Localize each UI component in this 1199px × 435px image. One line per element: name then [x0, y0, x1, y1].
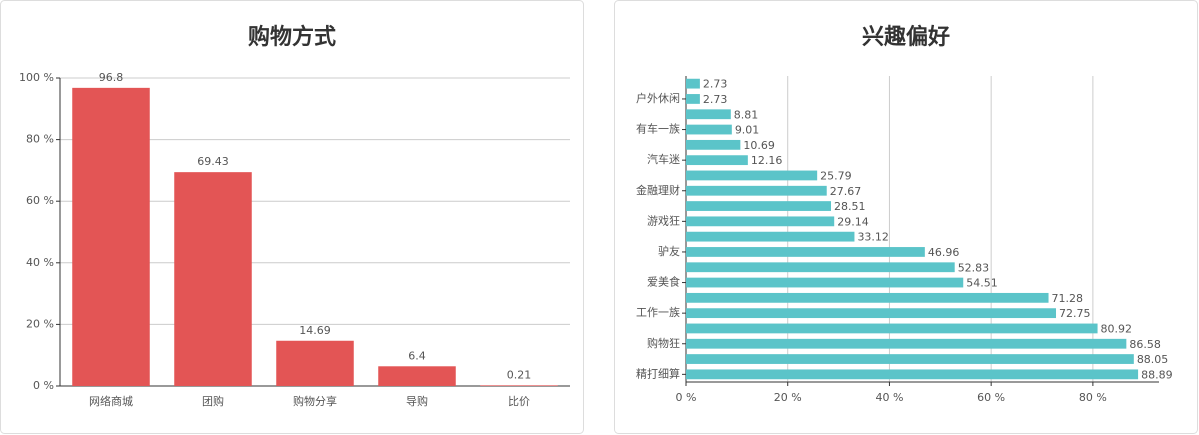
bar [686, 247, 925, 257]
bar [686, 216, 835, 227]
x-tick-label: 0 % [676, 391, 697, 404]
data-label: 46.96 [928, 246, 960, 259]
data-label: 33.12 [857, 231, 889, 244]
bar [686, 369, 1139, 380]
x-tick-label: 40 % [875, 391, 903, 404]
data-label: 96.8 [99, 71, 124, 84]
data-label: 14.69 [299, 324, 331, 337]
bar [686, 292, 1049, 303]
y-tick-label: 精打细算 [636, 366, 680, 380]
y-tick-label: 100 % [19, 71, 54, 84]
y-tick-label: 60 % [26, 194, 54, 207]
bar [686, 323, 1098, 334]
x-tick-label: 比价 [508, 395, 530, 408]
data-label: 27.67 [830, 185, 862, 198]
bar [480, 385, 558, 386]
data-label: 54.51 [966, 277, 998, 290]
y-tick-label: 0 % [33, 379, 54, 392]
x-tick-label: 导购 [406, 394, 428, 408]
data-label: 88.05 [1137, 353, 1169, 366]
data-label: 8.81 [734, 108, 759, 121]
data-label: 52.83 [958, 261, 990, 274]
data-label: 86.58 [1129, 338, 1161, 351]
x-tick-label: 20 % [774, 391, 802, 404]
data-label: 29.14 [837, 215, 869, 228]
data-label: 71.28 [1052, 292, 1084, 305]
bar [174, 172, 252, 386]
bar [686, 124, 732, 135]
y-tick-label: 购物狂 [647, 336, 680, 350]
y-tick-label: 40 % [26, 256, 54, 269]
chart-title: 兴趣偏好 [862, 24, 950, 50]
bar [686, 308, 1057, 319]
x-tick-label: 购物分享 [293, 394, 337, 408]
bar [686, 338, 1127, 349]
bar [686, 277, 964, 288]
data-label: 0.21 [507, 368, 532, 381]
bar [686, 354, 1134, 364]
y-tick-label: 工作一族 [636, 305, 680, 319]
bar [686, 155, 748, 166]
data-label: 69.43 [197, 155, 229, 168]
y-tick-label: 爱美食 [647, 275, 680, 289]
bar [378, 366, 456, 386]
data-label: 25.79 [820, 169, 852, 182]
y-tick-label: 驴友 [658, 244, 680, 258]
data-label: 12.16 [751, 154, 783, 167]
bar [686, 109, 731, 120]
y-tick-label: 户外休闲 [636, 91, 680, 105]
y-tick-label: 金融理财 [636, 183, 680, 197]
y-tick-label: 有车一族 [636, 122, 680, 136]
bar [686, 185, 827, 196]
x-tick-label: 80 % [1079, 391, 1107, 404]
data-label: 9.01 [735, 124, 760, 137]
bar [686, 139, 741, 150]
bar [686, 231, 855, 242]
x-tick-label: 网络商城 [89, 394, 133, 408]
y-tick-label: 游戏狂 [647, 214, 680, 227]
data-label: 88.89 [1141, 368, 1173, 381]
x-tick-label: 60 % [977, 391, 1005, 404]
bar [686, 201, 832, 211]
data-label: 28.51 [834, 200, 866, 213]
bar [276, 340, 354, 386]
y-tick-label: 80 % [26, 133, 54, 146]
bar [686, 170, 818, 181]
bar [686, 94, 700, 104]
bar [686, 78, 700, 89]
y-tick-label: 汽车迷 [647, 152, 680, 166]
bar [72, 87, 150, 386]
data-label: 10.69 [743, 139, 775, 152]
data-label: 6.4 [408, 349, 426, 362]
data-label: 2.73 [703, 93, 728, 106]
data-label: 80.92 [1101, 322, 1133, 335]
data-label: 72.75 [1059, 307, 1091, 320]
chart-title: 购物方式 [248, 24, 336, 50]
data-label: 2.73 [703, 78, 728, 91]
bar [686, 262, 955, 273]
x-tick-label: 团购 [202, 394, 224, 408]
y-tick-label: 20 % [26, 317, 54, 330]
